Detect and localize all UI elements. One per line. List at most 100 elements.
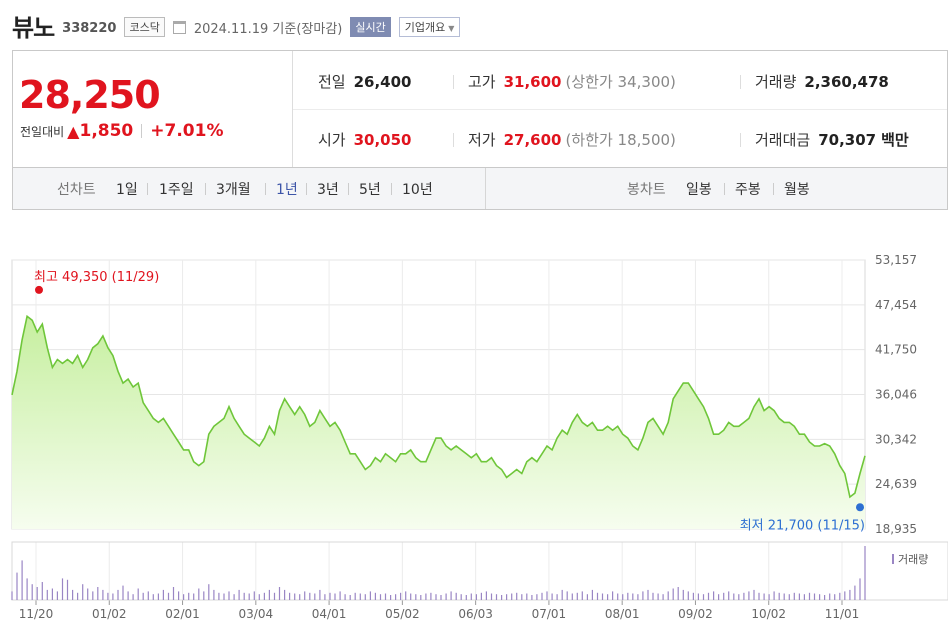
y-tick-label: 30,342: [875, 432, 917, 446]
volume-bar: [723, 592, 725, 600]
volume-bar: [354, 592, 356, 600]
volume-bar: [137, 588, 139, 600]
low-price: 저가 27,600 (하한가 18,500): [468, 130, 676, 150]
high-annotation: 최고 49,350 (11/29): [34, 270, 159, 285]
volume-bar: [188, 592, 190, 600]
volume-bar: [687, 591, 689, 600]
volume-bar: [410, 593, 412, 600]
volume-bar: [243, 592, 245, 600]
volume-bar: [541, 592, 543, 600]
volume-bar: [102, 589, 104, 600]
volume-bar: [162, 589, 164, 600]
volume-bar: [652, 592, 654, 600]
volume-bar: [430, 592, 432, 600]
volume-bar: [707, 592, 710, 600]
volume-bar: [627, 592, 629, 600]
volume-bar: [36, 587, 38, 600]
tab-1y[interactable]: 1년: [276, 182, 298, 198]
tab-5y[interactable]: 5년: [359, 182, 381, 198]
volume-bar: [475, 594, 477, 600]
volume-bar: [702, 594, 705, 600]
x-tick-label: 09/02: [678, 607, 713, 621]
change-amount: 1,850: [79, 121, 134, 141]
volume-bar: [819, 594, 821, 600]
volume-bar: [551, 593, 553, 600]
volume-bar: [238, 589, 240, 600]
volume-bar: [485, 591, 487, 600]
volume-bar: [460, 594, 462, 600]
volume-bar: [41, 582, 43, 600]
y-tick-label: 41,750: [875, 343, 917, 357]
volume-bar: [26, 578, 28, 600]
volume-bar: [152, 594, 154, 600]
volume-bar: [849, 589, 851, 600]
volume-bar: [72, 589, 74, 600]
tab-daily[interactable]: 일봉: [686, 182, 712, 198]
volume-bar: [31, 584, 33, 600]
volume-bar: [506, 594, 508, 600]
volume-bar: [183, 594, 185, 600]
volume-bar: [561, 589, 563, 600]
volume-bar: [92, 591, 94, 600]
volume-bar: [758, 592, 760, 600]
volume-bar: [622, 594, 624, 600]
low-annotation: 최저 21,700 (11/15): [740, 518, 865, 533]
volume-bar: [662, 594, 664, 600]
volume-bar: [198, 588, 200, 600]
volume-bar: [844, 591, 846, 600]
volume-bar: [672, 588, 674, 600]
volume-bar: [400, 592, 402, 600]
volume-frame: [11, 541, 948, 601]
volume-bar: [127, 591, 129, 600]
tab-1d[interactable]: 1일: [116, 182, 138, 198]
volume-legend: 거래량: [898, 553, 928, 566]
tab-3y[interactable]: 3년: [317, 182, 339, 198]
company-overview-button[interactable]: 기업개요 ▼: [398, 17, 461, 37]
volume-bar: [697, 593, 699, 600]
volume-bar: [228, 591, 230, 600]
volume-bar: [425, 593, 427, 600]
volume-bar: [314, 593, 316, 600]
volume-bar: [738, 594, 740, 600]
volume-bar: [596, 592, 599, 600]
volume-bar: [718, 594, 720, 600]
volume-bar: [495, 594, 498, 600]
volume-bar: [470, 593, 472, 600]
volume-bar: [46, 589, 48, 600]
tab-weekly[interactable]: 주봉: [735, 182, 761, 198]
quote-date: 2024.11.19 기준(장마감): [193, 21, 343, 37]
volume-bar: [813, 593, 816, 600]
volume-bar: [66, 579, 69, 600]
volume-bar: [450, 591, 452, 600]
volume-bar: [278, 587, 281, 600]
quote-panel: 28,250 전일대비 ▲ 1,850 +7.01% 전일 26,400 고가 31…: [12, 50, 948, 168]
line-chart-title: 선차트: [57, 182, 96, 198]
x-tick-label: 02/01: [165, 607, 200, 621]
tab-monthly[interactable]: 월봉: [784, 182, 810, 198]
volume-bar: [172, 587, 175, 600]
market-badge: 코스닥: [124, 17, 165, 37]
volume-bar: [733, 593, 735, 600]
volume-bar: [612, 591, 614, 600]
tab-1w[interactable]: 1주일: [159, 182, 194, 198]
volume-bar: [374, 592, 376, 600]
tab-10y[interactable]: 10년: [402, 182, 433, 198]
candle-chart-title: 봉차트: [627, 182, 666, 198]
volume-bar: [465, 595, 467, 600]
volume-bar: [253, 591, 255, 600]
volume-bar: [480, 592, 482, 600]
volume-bar: [420, 595, 422, 600]
x-tick-label: 08/01: [605, 607, 640, 621]
volume-bar: [122, 585, 124, 600]
volume-bar: [829, 593, 831, 600]
volume-bar: [379, 594, 382, 600]
volume-bar: [581, 591, 583, 600]
volume-bar: [223, 593, 225, 600]
realtime-button[interactable]: 실시간: [350, 17, 391, 37]
volume-bar: [793, 592, 795, 600]
tab-3m[interactable]: 3개월: [216, 182, 251, 198]
volume-bar: [607, 594, 609, 600]
volume-bar: [864, 546, 866, 600]
volume-bar: [339, 591, 341, 600]
price-area: [12, 316, 865, 529]
